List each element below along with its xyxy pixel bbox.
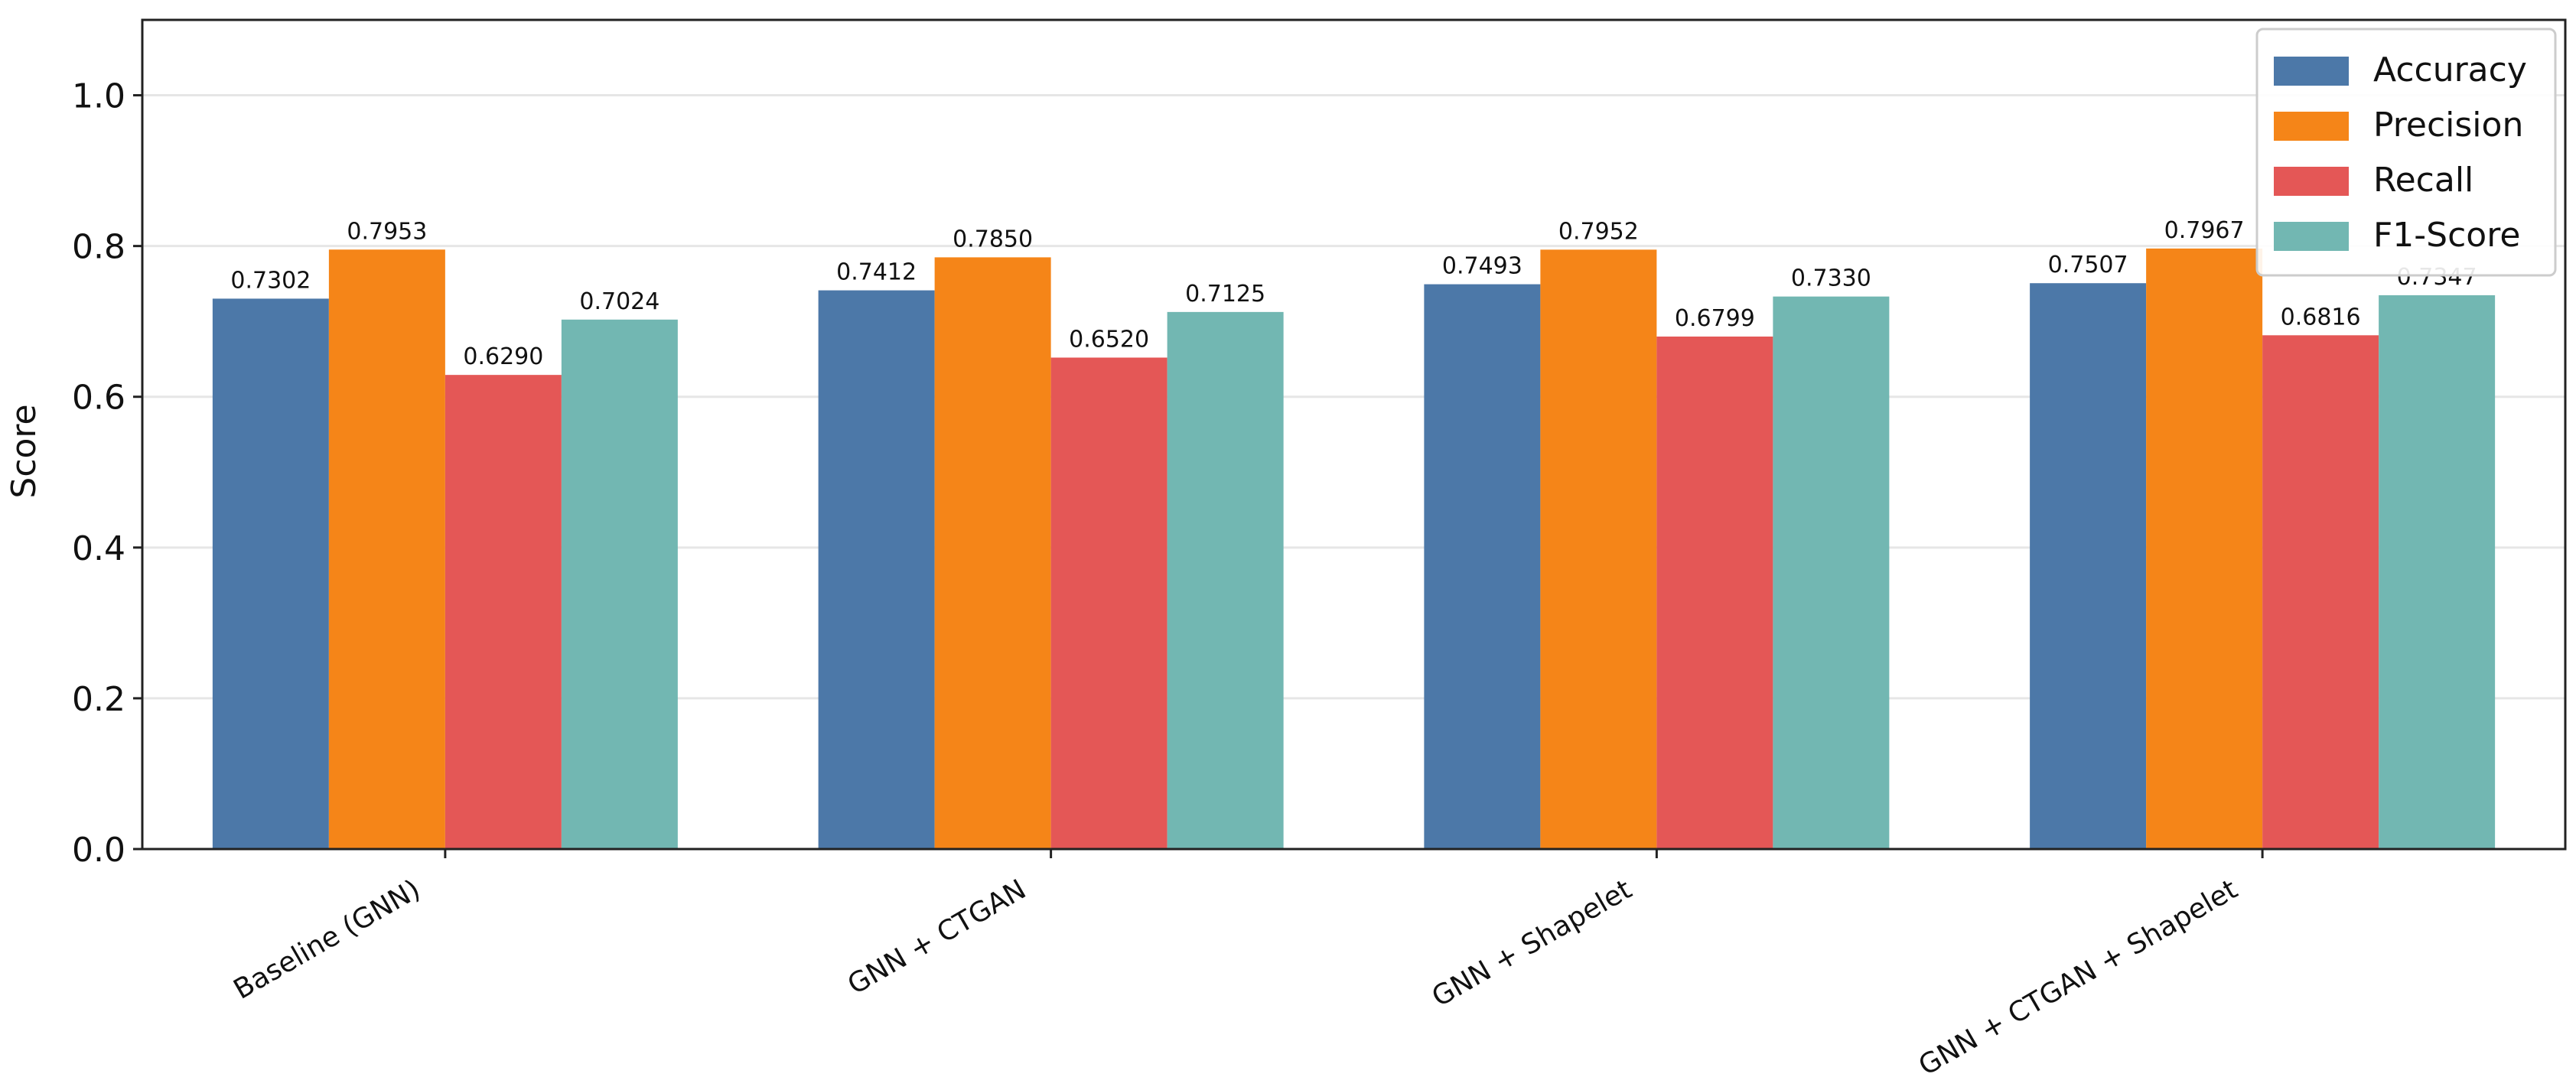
bar-precision-1 bbox=[934, 257, 1051, 849]
value-label-precision-1: 0.7850 bbox=[953, 226, 1033, 252]
value-label-accuracy-1: 0.7412 bbox=[836, 259, 917, 286]
legend-swatch-accuracy bbox=[2274, 57, 2349, 86]
value-label-f1-score-0: 0.7024 bbox=[579, 288, 659, 315]
plot-frame bbox=[141, 18, 2567, 851]
bar-accuracy-1 bbox=[818, 290, 935, 850]
value-label-recall-0: 0.6290 bbox=[463, 343, 543, 370]
value-label-f1-score-1: 0.7125 bbox=[1185, 281, 1265, 307]
bar-accuracy-0 bbox=[212, 298, 329, 849]
bar-f1-score-0 bbox=[561, 319, 678, 849]
legend-label-f1-score: F1-Score bbox=[2373, 216, 2520, 255]
bar-recall-2 bbox=[1656, 336, 1773, 849]
bar-f1-score-2 bbox=[1773, 296, 1890, 849]
bar-accuracy-2 bbox=[1424, 284, 1541, 850]
y-tick-label-0: 0.0 bbox=[72, 831, 125, 870]
value-label-precision-0: 0.7953 bbox=[347, 218, 427, 245]
y-tick-label-5: 1.0 bbox=[72, 77, 125, 116]
bar-f1-score-1 bbox=[1167, 311, 1284, 849]
y-tick-label-4: 0.8 bbox=[72, 228, 125, 267]
bars-group bbox=[212, 248, 2496, 850]
bar-precision-2 bbox=[1540, 249, 1657, 849]
y-tick-label-2: 0.4 bbox=[72, 529, 125, 568]
bar-precision-3 bbox=[2146, 248, 2263, 849]
y-axis-title: Score bbox=[5, 404, 44, 498]
y-tick-label-1: 0.2 bbox=[72, 680, 125, 719]
value-label-accuracy-3: 0.7507 bbox=[2048, 252, 2128, 278]
bar-recall-1 bbox=[1050, 357, 1168, 849]
value-label-accuracy-0: 0.7302 bbox=[230, 267, 311, 294]
legend-box bbox=[2255, 28, 2557, 277]
bar-precision-0 bbox=[328, 249, 445, 849]
legend-label-accuracy: Accuracy bbox=[2373, 50, 2527, 89]
value-label-recall-3: 0.6816 bbox=[2281, 304, 2361, 330]
legend-swatch-recall bbox=[2274, 167, 2349, 196]
value-label-recall-2: 0.6799 bbox=[1675, 305, 1755, 332]
bar-recall-3 bbox=[2262, 335, 2379, 849]
y-axis: 0.0 0.2 0.4 0.6 0.8 1.0 bbox=[72, 77, 142, 870]
value-label-precision-2: 0.7952 bbox=[1558, 218, 1639, 245]
bar-f1-score-3 bbox=[2379, 294, 2496, 849]
value-label-recall-1: 0.6520 bbox=[1069, 326, 1149, 353]
bar-recall-0 bbox=[445, 375, 562, 850]
value-label-f1-score-2: 0.7330 bbox=[1791, 265, 1871, 292]
legend-label-precision: Precision bbox=[2373, 106, 2523, 145]
legend-label-recall: Recall bbox=[2373, 161, 2473, 200]
legend-swatch-precision bbox=[2274, 112, 2349, 141]
value-label-accuracy-2: 0.7493 bbox=[1442, 253, 1522, 280]
y-tick-label-3: 0.6 bbox=[72, 379, 125, 418]
bar-accuracy-3 bbox=[2030, 283, 2147, 850]
legend-swatch-f1-score bbox=[2274, 222, 2349, 251]
value-label-precision-3: 0.7967 bbox=[2164, 217, 2245, 244]
legend: Accuracy Precision Recall F1-Score bbox=[2255, 28, 2557, 277]
